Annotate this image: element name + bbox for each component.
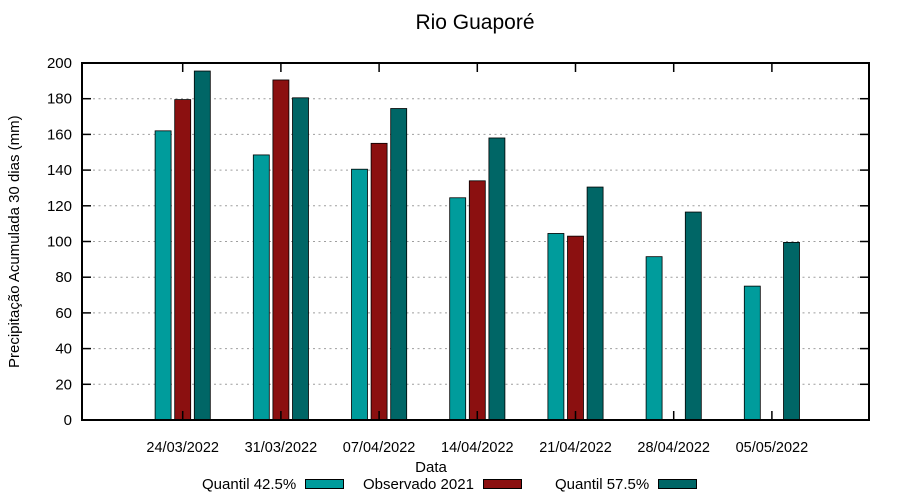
x-tick-label-5: 28/04/2022 bbox=[637, 440, 710, 456]
bar-series2-cat2 bbox=[390, 108, 408, 421]
x-tick-label-2: 07/04/2022 bbox=[343, 440, 416, 456]
bar-series0-cat1 bbox=[252, 154, 270, 421]
bar-series1-cat0 bbox=[174, 99, 192, 421]
x-tick-label-1: 31/03/2022 bbox=[245, 440, 318, 456]
legend-entry-0: Quantil 42.5% bbox=[202, 475, 345, 493]
x-tick-label-0: 24/03/2022 bbox=[146, 440, 219, 456]
bar-series2-cat6 bbox=[783, 241, 800, 421]
bar-series0-cat4 bbox=[547, 233, 565, 421]
legend-swatch-2 bbox=[658, 479, 698, 489]
bar-series2-cat4 bbox=[586, 186, 604, 421]
x-tick-label-4: 21/04/2022 bbox=[539, 440, 612, 456]
y-tick-label-160: 160 bbox=[47, 126, 72, 143]
bar-chart-svg: 0 20 40 60 80 100 120 140 160 180 200 24/03/2022 31/… bbox=[47, 55, 870, 456]
legend-label-2: Quantil 57.5% bbox=[555, 475, 650, 493]
bar-series0-cat3 bbox=[449, 197, 467, 421]
bar-series1-cat4 bbox=[567, 235, 584, 421]
y-tick-label-180: 180 bbox=[47, 91, 72, 108]
bar-series0-cat6 bbox=[743, 285, 761, 421]
y-axis-title: Precipitação Acumulada 30 dias (mm) bbox=[6, 115, 23, 368]
y-tick-label-140: 140 bbox=[47, 162, 72, 179]
y-tick-label-80: 80 bbox=[55, 269, 72, 286]
bar-series1-cat2 bbox=[370, 142, 388, 421]
x-axis-title: Data bbox=[415, 459, 447, 476]
y-tick-label-100: 100 bbox=[47, 234, 72, 251]
bar-series1-cat3 bbox=[468, 180, 486, 421]
y-tick-label-200: 200 bbox=[47, 55, 72, 72]
legend-label-0: Quantil 42.5% bbox=[202, 475, 297, 493]
y-tick-label-60: 60 bbox=[55, 305, 72, 322]
bar-series0-cat0 bbox=[154, 130, 172, 421]
legend-entry-1: Observado 2021 bbox=[363, 475, 522, 493]
legend: Quantil 42.5% Observado 2021 Quantil 57.5% bbox=[0, 475, 900, 495]
legend-label-1: Observado 2021 bbox=[363, 475, 474, 493]
plot-area: 0 20 40 60 80 100 120 140 160 180 200 24/03/2022 31/… bbox=[47, 55, 870, 456]
bar-series0-cat2 bbox=[351, 168, 368, 421]
y-tick-label-20: 20 bbox=[55, 376, 72, 393]
legend-entry-2: Quantil 57.5% bbox=[555, 475, 698, 493]
bar-series2-cat3 bbox=[488, 137, 506, 421]
y-tick-label-0: 0 bbox=[64, 412, 72, 429]
y-tick-label-40: 40 bbox=[55, 341, 72, 358]
bar-series2-cat0 bbox=[193, 70, 211, 421]
chart-title: Rio Guaporé bbox=[415, 11, 535, 34]
bar-series0-cat5 bbox=[645, 256, 663, 421]
x-tick-label-6: 05/05/2022 bbox=[736, 440, 809, 456]
legend-swatch-0 bbox=[305, 479, 345, 489]
y-tick-label-120: 120 bbox=[47, 198, 72, 215]
bar-series1-cat1 bbox=[272, 79, 290, 421]
legend-swatch-1 bbox=[482, 479, 522, 489]
x-tick-label-3: 14/04/2022 bbox=[441, 440, 514, 456]
bar-series2-cat1 bbox=[292, 97, 309, 421]
bar-series2-cat5 bbox=[684, 211, 702, 421]
